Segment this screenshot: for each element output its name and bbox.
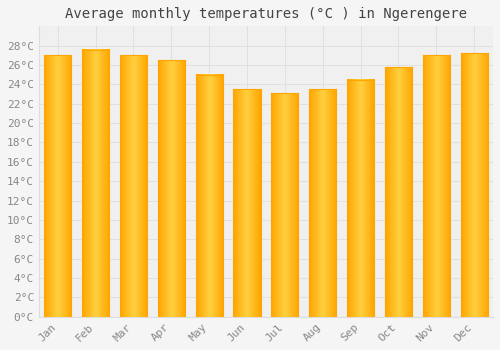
Title: Average monthly temperatures (°C ) in Ngerengere: Average monthly temperatures (°C ) in Ng… — [65, 7, 467, 21]
